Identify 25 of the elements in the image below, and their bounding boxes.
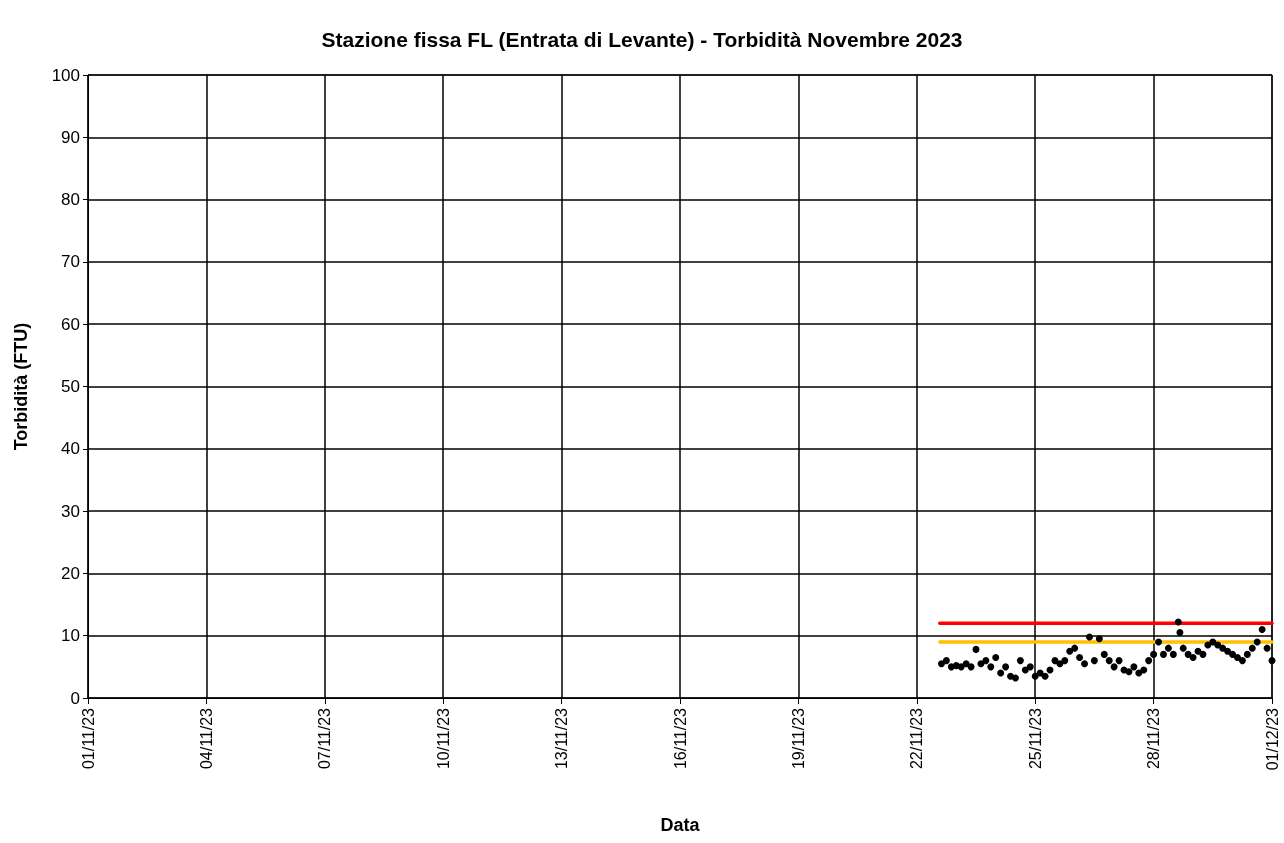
x-tick-label: 10/11/23: [434, 707, 452, 770]
y-tick-label: 100: [51, 65, 80, 85]
x-tick-label: 28/11/23: [1145, 707, 1163, 770]
y-tick-label: 90: [61, 127, 80, 147]
x-tick-label: 13/11/23: [553, 707, 571, 770]
y-axis-title: Torbidità (FTU): [11, 322, 31, 451]
x-tick-label: 04/11/23: [197, 707, 215, 770]
x-tick-label: 07/11/23: [316, 707, 334, 770]
x-tick-label: 22/11/23: [908, 707, 926, 770]
y-tick-label: 40: [61, 439, 80, 459]
chart-title: Stazione fissa FL (Entrata di Levante) - Torbidità Novembre 2023: [321, 28, 963, 51]
x-tick-label: 01/12/23: [1263, 707, 1281, 771]
x-axis-title: Data: [660, 815, 701, 835]
y-tick-label: 30: [61, 501, 80, 521]
x-tick-label: 25/11/23: [1026, 707, 1044, 770]
y-tick-label: 70: [61, 252, 80, 272]
y-tick-label: 20: [61, 563, 80, 583]
y-tick-label: 10: [61, 626, 80, 646]
y-tick-label: 0: [70, 688, 80, 708]
y-tick-label: 50: [61, 377, 80, 396]
y-tick-label: 60: [61, 314, 80, 334]
y-tick-label: 80: [61, 190, 80, 210]
x-tick-label: 19/11/23: [789, 707, 807, 770]
x-tick-label: 16/11/23: [671, 707, 689, 770]
x-tick-label: 01/11/23: [79, 707, 97, 770]
